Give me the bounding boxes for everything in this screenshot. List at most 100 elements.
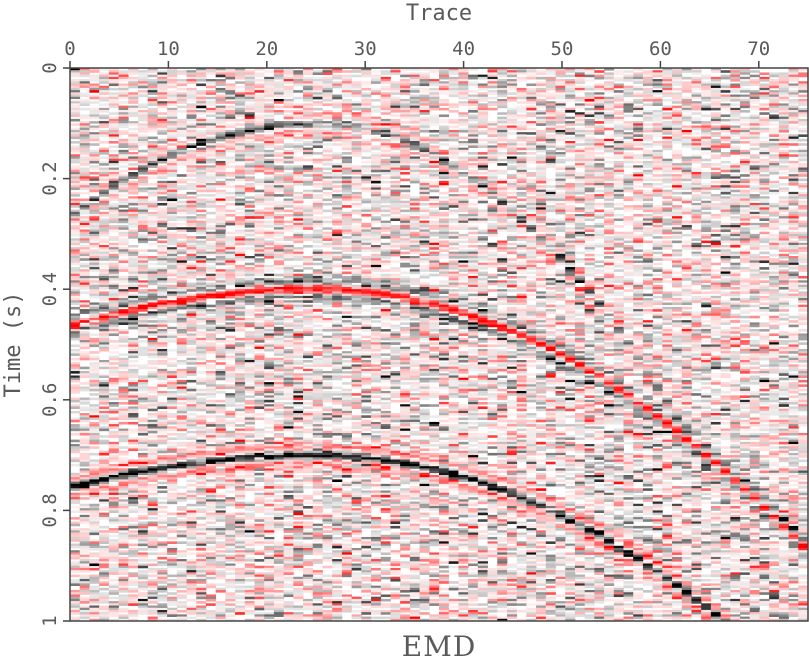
sample-cell	[79, 249, 90, 252]
sample-cell	[244, 439, 255, 443]
sample-cell	[186, 251, 197, 255]
sample-cell	[147, 207, 158, 210]
sample-cell	[225, 118, 236, 122]
sample-cell	[186, 592, 197, 595]
sample-cell	[273, 213, 285, 217]
sample-cell	[244, 271, 255, 275]
sample-cell	[303, 525, 314, 529]
sample-cell	[264, 309, 275, 312]
sample-cell	[303, 364, 314, 368]
sample-cell	[264, 541, 275, 544]
sample-cell	[79, 311, 90, 314]
sample-cell	[186, 118, 197, 122]
sample-cell	[167, 211, 178, 215]
sample-cell	[215, 503, 226, 507]
sample-cell	[157, 406, 168, 410]
sample-cell	[196, 198, 207, 202]
sample-cell	[303, 444, 314, 447]
sample-cell	[225, 256, 236, 259]
sample-cell	[89, 278, 100, 281]
sample-cell	[283, 417, 294, 421]
sample-cell	[215, 152, 226, 155]
sample-cell	[167, 477, 178, 480]
sample-cell	[273, 382, 285, 385]
sample-cell	[186, 317, 197, 321]
sample-cell	[273, 567, 285, 571]
sample-cell	[235, 543, 246, 547]
sample-cell	[205, 231, 217, 235]
sample-cell	[118, 521, 129, 525]
sample-cell	[128, 395, 139, 398]
sample-cell	[137, 340, 149, 343]
sample-cell	[89, 375, 100, 379]
sample-cell	[176, 240, 187, 244]
sample-cell	[167, 561, 178, 564]
sample-cell	[312, 200, 323, 204]
sample-cell	[186, 333, 197, 337]
sample-cell	[264, 559, 275, 562]
sample-cell	[264, 463, 275, 467]
sample-cell	[167, 393, 178, 396]
sample-cell	[215, 280, 226, 283]
sample-cell	[157, 342, 168, 345]
sample-cell	[176, 79, 187, 82]
sample-cell	[273, 475, 285, 478]
sample-cell	[108, 446, 119, 449]
sample-cell	[215, 90, 226, 93]
sample-cell	[137, 397, 149, 401]
sample-cell	[196, 225, 207, 228]
sample-cell	[157, 477, 168, 480]
sample-cell	[99, 457, 110, 460]
sample-cell	[235, 503, 246, 507]
sample-cell	[167, 280, 178, 283]
sample-cell	[99, 262, 110, 266]
sample-cell	[225, 528, 236, 531]
sample-cell	[176, 583, 187, 587]
sample-cell	[303, 441, 314, 445]
sample-cell	[312, 291, 323, 295]
sample-cell	[176, 302, 187, 306]
sample-cell	[215, 134, 226, 137]
sample-cell	[293, 548, 304, 551]
sample-cell	[244, 386, 255, 390]
sample-cell	[70, 598, 81, 602]
sample-cell	[196, 242, 207, 246]
sample-cell	[273, 348, 285, 352]
sample-cell	[312, 129, 323, 133]
sample-cell	[186, 158, 197, 162]
sample-cell	[118, 337, 129, 341]
sample-cell	[303, 371, 314, 374]
sample-cell	[254, 590, 265, 593]
sample-cell	[293, 136, 304, 140]
sample-cell	[215, 262, 226, 266]
sample-cell	[108, 508, 119, 511]
sample-cell	[244, 282, 255, 286]
sample-cell	[283, 251, 294, 255]
sample-cell	[283, 158, 294, 162]
sample-cell	[167, 187, 178, 191]
sample-cell	[70, 404, 81, 407]
sample-cell	[303, 505, 314, 509]
sample-cell	[79, 143, 90, 146]
sample-cell	[167, 260, 178, 264]
sample-cell	[283, 101, 294, 104]
sample-cell	[118, 585, 129, 589]
sample-cell	[283, 437, 294, 441]
sample-cell	[128, 479, 139, 483]
sample-cell	[147, 497, 158, 500]
sample-cell	[244, 371, 255, 374]
sample-cell	[273, 494, 285, 498]
sample-cell	[147, 315, 158, 319]
sample-cell	[235, 475, 246, 478]
sample-cell	[254, 273, 265, 277]
sample-cell	[79, 156, 90, 160]
sample-cell	[157, 289, 168, 292]
sample-cell	[293, 96, 304, 100]
sample-cell	[283, 607, 294, 611]
sample-cell	[186, 388, 197, 392]
sample-cell	[79, 187, 90, 191]
sample-cell	[244, 167, 255, 171]
sample-cell	[264, 143, 275, 146]
sample-cell	[283, 514, 294, 518]
sample-cell	[89, 523, 100, 527]
